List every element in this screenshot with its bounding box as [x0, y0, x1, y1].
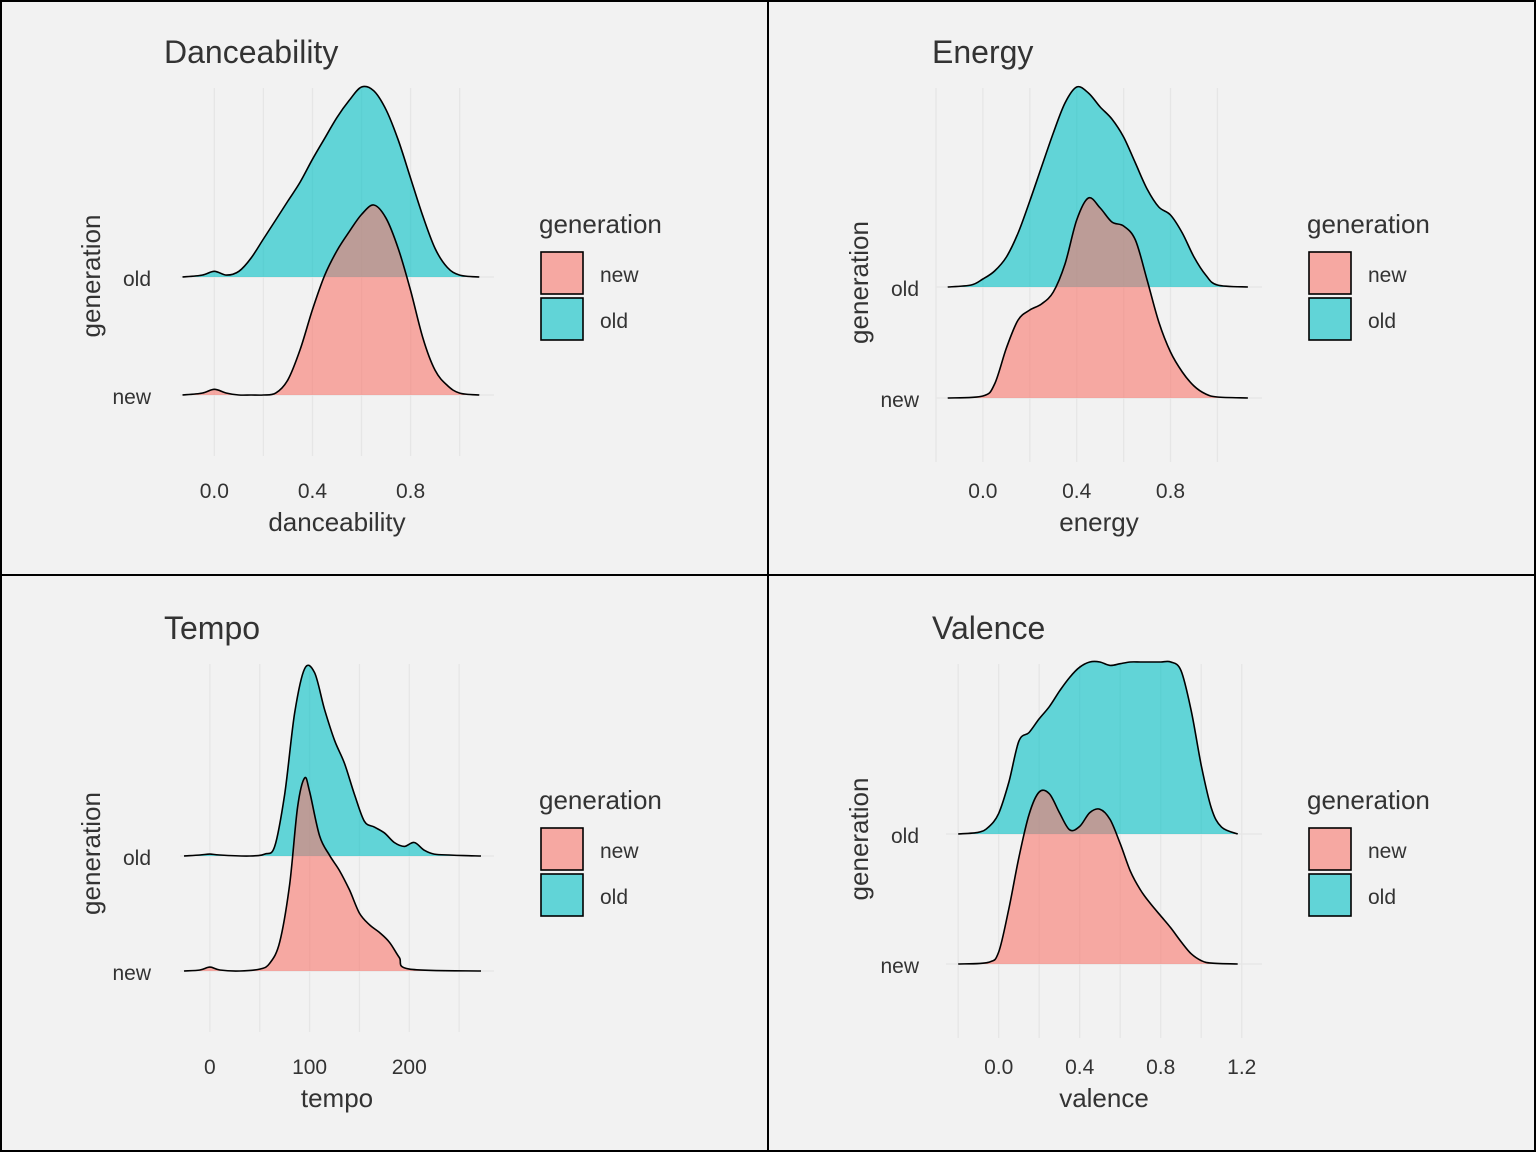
x-tick-label: 100: [292, 1056, 327, 1079]
y-tick-label: old: [891, 825, 919, 848]
ridge-fill-new: [947, 197, 1248, 398]
legend: generation new old: [1307, 785, 1430, 917]
x-tick-label: 0.4: [1062, 480, 1092, 503]
legend-title: generation: [1307, 785, 1430, 815]
legend: generation new old: [539, 785, 662, 917]
panel-tempo: Tempo old new generation 0 100 200 tempo generat…: [0, 576, 768, 1152]
ridge-outline-old: [947, 85, 1248, 288]
x-tick-label: 0.0: [984, 1056, 1013, 1079]
x-axis-label: tempo: [301, 1083, 373, 1113]
ridge-outline-old: [182, 85, 480, 278]
y-axis-label: generation: [844, 778, 874, 901]
legend-key-old: [540, 873, 584, 917]
panel-valence: Valence old new generation 0.0 0.4 0.8 1.2 valen…: [768, 576, 1536, 1152]
ridge-fill-old: [184, 665, 481, 857]
x-tick-label: 0.0: [200, 480, 229, 503]
chart-title: Valence: [932, 610, 1045, 646]
legend-title: generation: [539, 209, 662, 239]
ridge-fill-new: [182, 204, 480, 396]
x-tick-label: 0: [204, 1056, 216, 1079]
x-axis-label: energy: [1059, 507, 1139, 537]
chart-title: Energy: [932, 34, 1033, 70]
panel-energy: Energy old new generation 0.0 0.4 0.8 energy gen…: [768, 0, 1536, 576]
panel-danceability: Danceability old new generation 0.0 0.4 0.8 dan…: [0, 0, 768, 576]
y-tick-label: old: [891, 278, 919, 301]
y-axis-label: generation: [76, 792, 106, 915]
ridge-fill-new: [958, 790, 1238, 964]
legend-title: generation: [1307, 209, 1430, 239]
legend-key-new: [540, 827, 584, 871]
chart-title: Tempo: [164, 610, 260, 646]
legend-key-new: [540, 251, 584, 295]
ridge-fill-old: [958, 661, 1238, 834]
x-axis-label: danceability: [268, 507, 405, 537]
y-tick-label: new: [112, 386, 151, 409]
y-tick-label: old: [123, 847, 151, 870]
legend-label-new: new: [1368, 840, 1407, 863]
legend-key-old: [1308, 873, 1352, 917]
ridge-fill-old: [182, 86, 480, 277]
y-axis-label: generation: [76, 215, 106, 338]
panel-background: [768, 0, 1536, 576]
ridge-outline-new: [947, 196, 1248, 399]
legend-label-old: old: [600, 310, 628, 333]
ridge-outline-new: [183, 776, 482, 972]
legend-label-new: new: [1368, 264, 1407, 287]
legend-key-new: [1308, 251, 1352, 295]
x-tick-label: 0.4: [298, 480, 328, 503]
legend-key-old: [540, 297, 584, 341]
x-tick-label: 0.0: [968, 480, 997, 503]
ridge-outline-old: [958, 660, 1239, 835]
ridge-fill-old: [947, 86, 1248, 287]
ridge-outline-old: [183, 664, 482, 857]
x-tick-label: 0.8: [1146, 1056, 1175, 1079]
legend-label-old: old: [1368, 310, 1396, 333]
ridge-outline-new: [958, 789, 1238, 965]
y-tick-label: old: [123, 268, 151, 291]
x-tick-label: 0.4: [1065, 1056, 1095, 1079]
legend-label-old: old: [1368, 886, 1396, 909]
x-tick-label: 0.8: [1156, 480, 1185, 503]
y-tick-label: new: [880, 389, 919, 412]
y-tick-label: new: [112, 962, 151, 985]
y-tick-label: new: [880, 955, 919, 978]
x-tick-label: 0.8: [396, 480, 425, 503]
x-tick-label: 200: [392, 1056, 427, 1079]
chart-title: Danceability: [164, 34, 338, 70]
ridge-fill-new: [184, 777, 481, 972]
y-axis-label: generation: [844, 221, 874, 344]
ridge-outline-new: [182, 204, 480, 396]
legend-label-new: new: [600, 840, 639, 863]
legend-key-new: [1308, 827, 1352, 871]
legend-title: generation: [539, 785, 662, 815]
legend-label-new: new: [600, 264, 639, 287]
legend: generation new old: [539, 209, 662, 341]
x-tick-label: 1.2: [1227, 1056, 1256, 1079]
panel-background: [0, 576, 768, 1152]
legend-key-old: [1308, 297, 1352, 341]
legend-label-old: old: [600, 886, 628, 909]
x-axis-label: valence: [1059, 1083, 1149, 1113]
legend: generation new old: [1307, 209, 1430, 341]
